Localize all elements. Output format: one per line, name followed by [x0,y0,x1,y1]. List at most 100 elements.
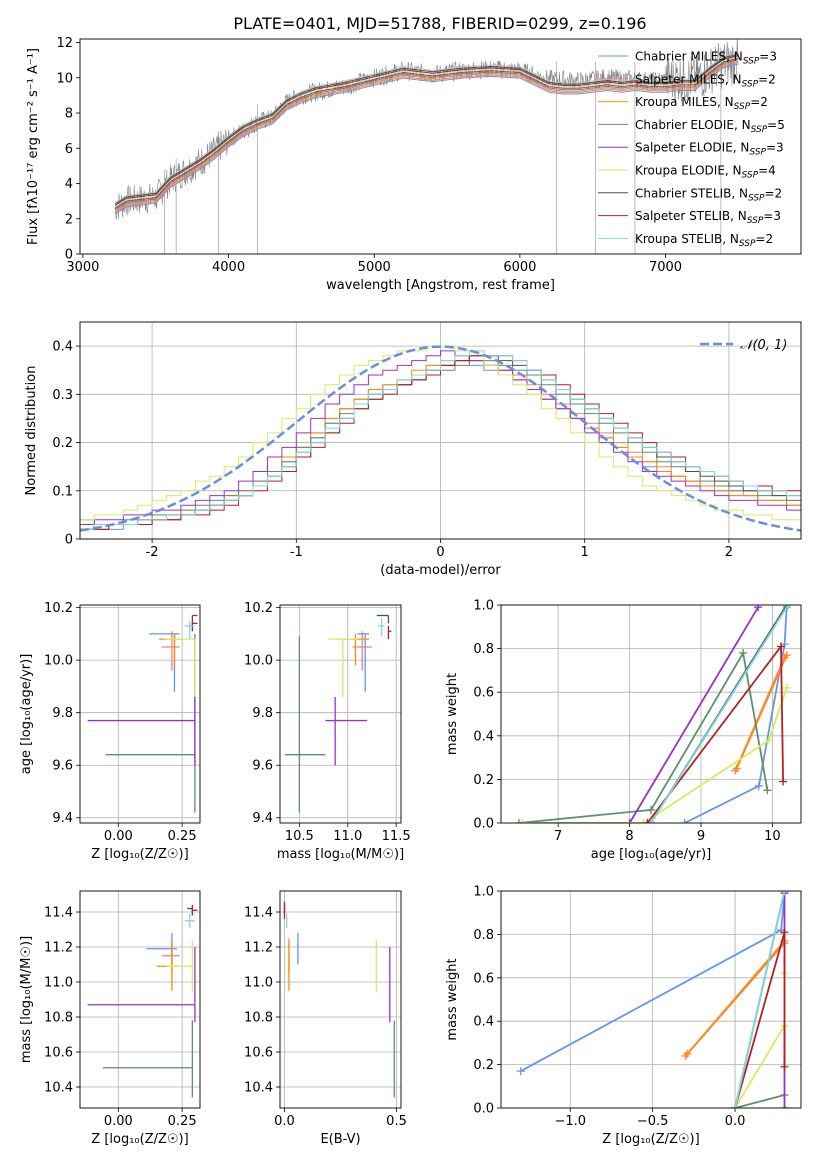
y-tick-label: 10.2 [244,601,273,616]
error-bar [325,696,368,766]
error-bar [284,636,326,813]
error-bar [328,638,358,697]
x-tick-label: 0 [436,545,444,560]
axes-frame [79,38,802,255]
weight-marker [782,683,791,692]
weight-marker [754,781,763,790]
x-tick-label: 10 [764,829,781,844]
x-tick-label: 8 [625,829,633,844]
weight-marker [639,819,648,823]
plot-area [284,614,392,813]
x-tick-label: 1 [581,545,589,560]
error-bar [184,913,195,928]
legend-label: Chabrier MILES, NSSP=3 [635,50,777,67]
weight-marker [782,651,791,660]
plot-area [516,891,789,1108]
x-axis-label: E(B-V) [320,1132,360,1147]
legend: Chabrier MILES, NSSP=3 Salpeter MILES, NS… [598,50,785,249]
legend-label: Salpeter ELODIE, NSSP=3 [635,141,784,158]
y-tick-label: 1.0 [473,599,494,614]
axes-frame [500,890,802,1109]
error-bar [357,633,370,692]
y-axis-label: Normed distribution [24,366,39,496]
y-tick-label: 0.3 [52,388,73,403]
weight-line [735,654,788,769]
error-bar [184,620,195,640]
error-bar [387,626,392,640]
y-tick-label: 9.6 [252,759,273,774]
y-tick-label: 9.6 [52,759,73,774]
y-tick-label: 1.0 [473,885,494,900]
x-tick-label: 5000 [358,260,391,275]
weight-marker [780,928,789,937]
x-tick-label: 0.25 [168,1114,197,1129]
panel-spectrum: 3000 4000 5000 6000 7000 0 2 4 6 8 10 12 wavelength … [26,36,802,293]
plot-area [114,39,739,254]
y-tick-label: 0.6 [473,686,494,701]
plot-area [283,901,395,1098]
y-axis-label: mass weight [445,673,460,755]
legend-label: Chabrier STELIB, NSSP=2 [635,186,782,203]
weight-marker [754,605,763,612]
x-axis-label: mass [log₁₀(M/M☉)] [277,847,404,862]
x-axis-label: wavelength [Angstrom, rest frame] [326,278,555,293]
weight-marker [647,819,655,823]
y-tick-label: 9.4 [252,811,273,826]
axes-frame [500,604,802,824]
y-axis-label: mass [log₁₀(M/M☉)] [19,936,34,1063]
panel-age-vs-Z: 0.00 0.25 9.4 9.6 9.8 10.0 10.2 Z [log₁₀(Z/Z☉)]… [19,601,201,862]
weight-line [650,605,789,823]
y-tick-label: 9.8 [52,706,73,721]
x-tick-label: 0.00 [104,829,133,844]
weight-marker [784,605,793,609]
weight-marker [625,819,634,823]
y-tick-label: 11.2 [44,941,73,956]
y-tick-label: 8 [65,107,73,122]
weight-line [522,687,788,823]
weight-marker [780,891,789,895]
weight-marker [680,819,689,823]
weight-marker [779,777,788,786]
panel-mass-vs-ebv: 0.0 0.5 10.4 10.6 10.8 11.0 11.2 11.4 E(B-V) [244,890,407,1147]
weight-marker [683,1049,692,1058]
panel-mass-vs-Z: 0.00 0.25 10.4 10.6 10.8 11.0 11.2 11.4 Z [log₁₀… [19,890,201,1147]
x-tick-label: 9 [697,829,705,844]
y-tick-label: 0.4 [473,729,494,744]
y-tick-label: 11.4 [244,906,273,921]
axes-frame [279,890,402,1109]
y-tick-label: 12 [56,36,73,51]
plot-area [80,345,801,532]
panel-weight-vs-age: 7 8 9 10 0.0 0.2 0.4 0.6 0.8 1.0 age [log₁₀(age/yr… [445,599,802,862]
legend-label: Kroupa STELIB, NSSP=2 [635,232,773,249]
y-axis-label: mass weight [445,958,460,1040]
x-tick-label: 0.0 [274,1114,295,1129]
x-tick-label: 7 [554,829,562,844]
y-tick-label: 0.1 [52,484,73,499]
x-tick-label: 0.00 [104,1114,133,1129]
axes-frame [279,604,402,824]
weight-marker [763,786,772,795]
y-tick-label: 0.4 [52,340,73,355]
x-tick-label: −1.0 [554,1114,586,1129]
weight-marker [739,648,748,657]
y-tick-label: 11.0 [44,976,73,991]
x-tick-label: 7000 [649,260,682,275]
x-tick-label: 11.5 [382,829,411,844]
weight-marker [514,819,523,823]
error-bar [376,614,390,624]
y-tick-label: 0.2 [473,773,494,788]
weight-marker [518,819,527,823]
axes-frame [79,890,201,1109]
plot-area [514,605,793,823]
axes-frame [79,604,201,824]
weight-line [684,607,788,823]
x-tick-label: -1 [290,545,303,560]
weight-line [522,606,759,823]
model-line [114,57,739,209]
weight-marker [764,736,773,745]
error-bar [87,947,196,1023]
model-line [114,60,739,212]
y-tick-label: 10.0 [244,654,273,669]
x-tick-label: 0.25 [168,829,197,844]
y-tick-label: 11.0 [244,976,273,991]
